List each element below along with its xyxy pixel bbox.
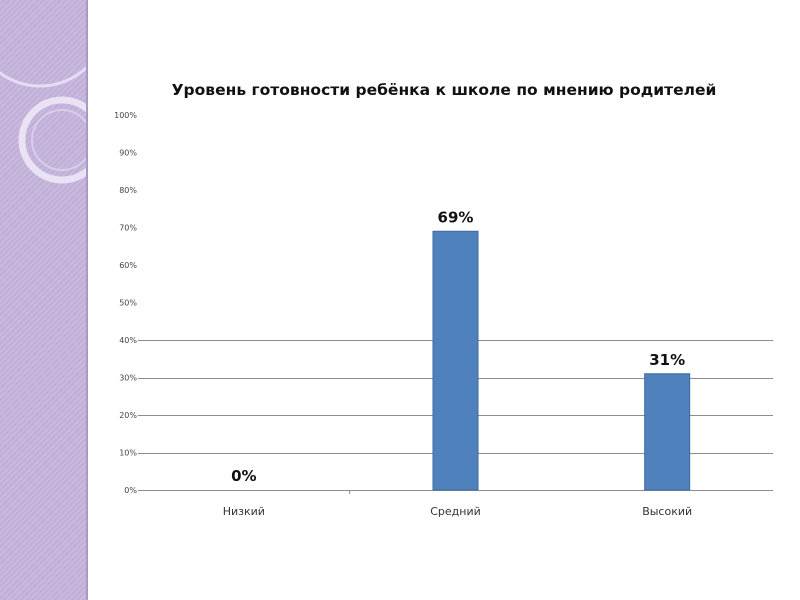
y-tick-label-50: 50%	[119, 299, 137, 308]
bars	[432, 230, 691, 491]
decor-circle-ring	[18, 96, 88, 184]
y-axis-ticks: 0% 10% 20% 30% 40% 50% 60% 70% 80% 90% 100%	[114, 111, 137, 495]
y-tick-label-0: 0%	[124, 486, 137, 495]
y-tick-label-30: 30%	[119, 374, 137, 383]
category-label-1: Низкий	[223, 505, 265, 518]
chart-title: Уровень готовности ребёнка к школе по мн…	[172, 81, 717, 99]
y-tick-label-20: 20%	[119, 411, 137, 420]
y-tick-label-90: 90%	[119, 149, 137, 158]
decorative-circles	[0, 64, 88, 184]
data-label-1: 0%	[231, 467, 256, 485]
y-tick-label-10: 10%	[119, 449, 137, 458]
y-tick-label-60: 60%	[119, 261, 137, 270]
y-tick-label-70: 70%	[119, 224, 137, 233]
data-label-3: 31%	[649, 351, 685, 369]
category-label-3: Высокий	[642, 505, 692, 518]
bar-2	[432, 230, 479, 491]
decor-circle-large	[0, 64, 88, 88]
bar-3	[644, 373, 691, 491]
x-axis-categories: Низкий Средний Высокий	[223, 505, 692, 518]
y-tick-label-40: 40%	[119, 336, 137, 345]
slide: Уровень готовности ребёнка к школе по мн…	[88, 0, 800, 600]
data-label-2: 69%	[438, 208, 474, 226]
decorative-side-panel	[0, 0, 88, 600]
data-labels: 0% 69% 31%	[231, 208, 685, 485]
category-label-2: Средний	[430, 505, 481, 518]
y-tick-label-100: 100%	[114, 111, 137, 120]
y-tick-label-80: 80%	[119, 186, 137, 195]
decor-circle-inner	[31, 109, 88, 171]
bar-chart: Уровень готовности ребёнка к школе по мн…	[114, 81, 773, 518]
